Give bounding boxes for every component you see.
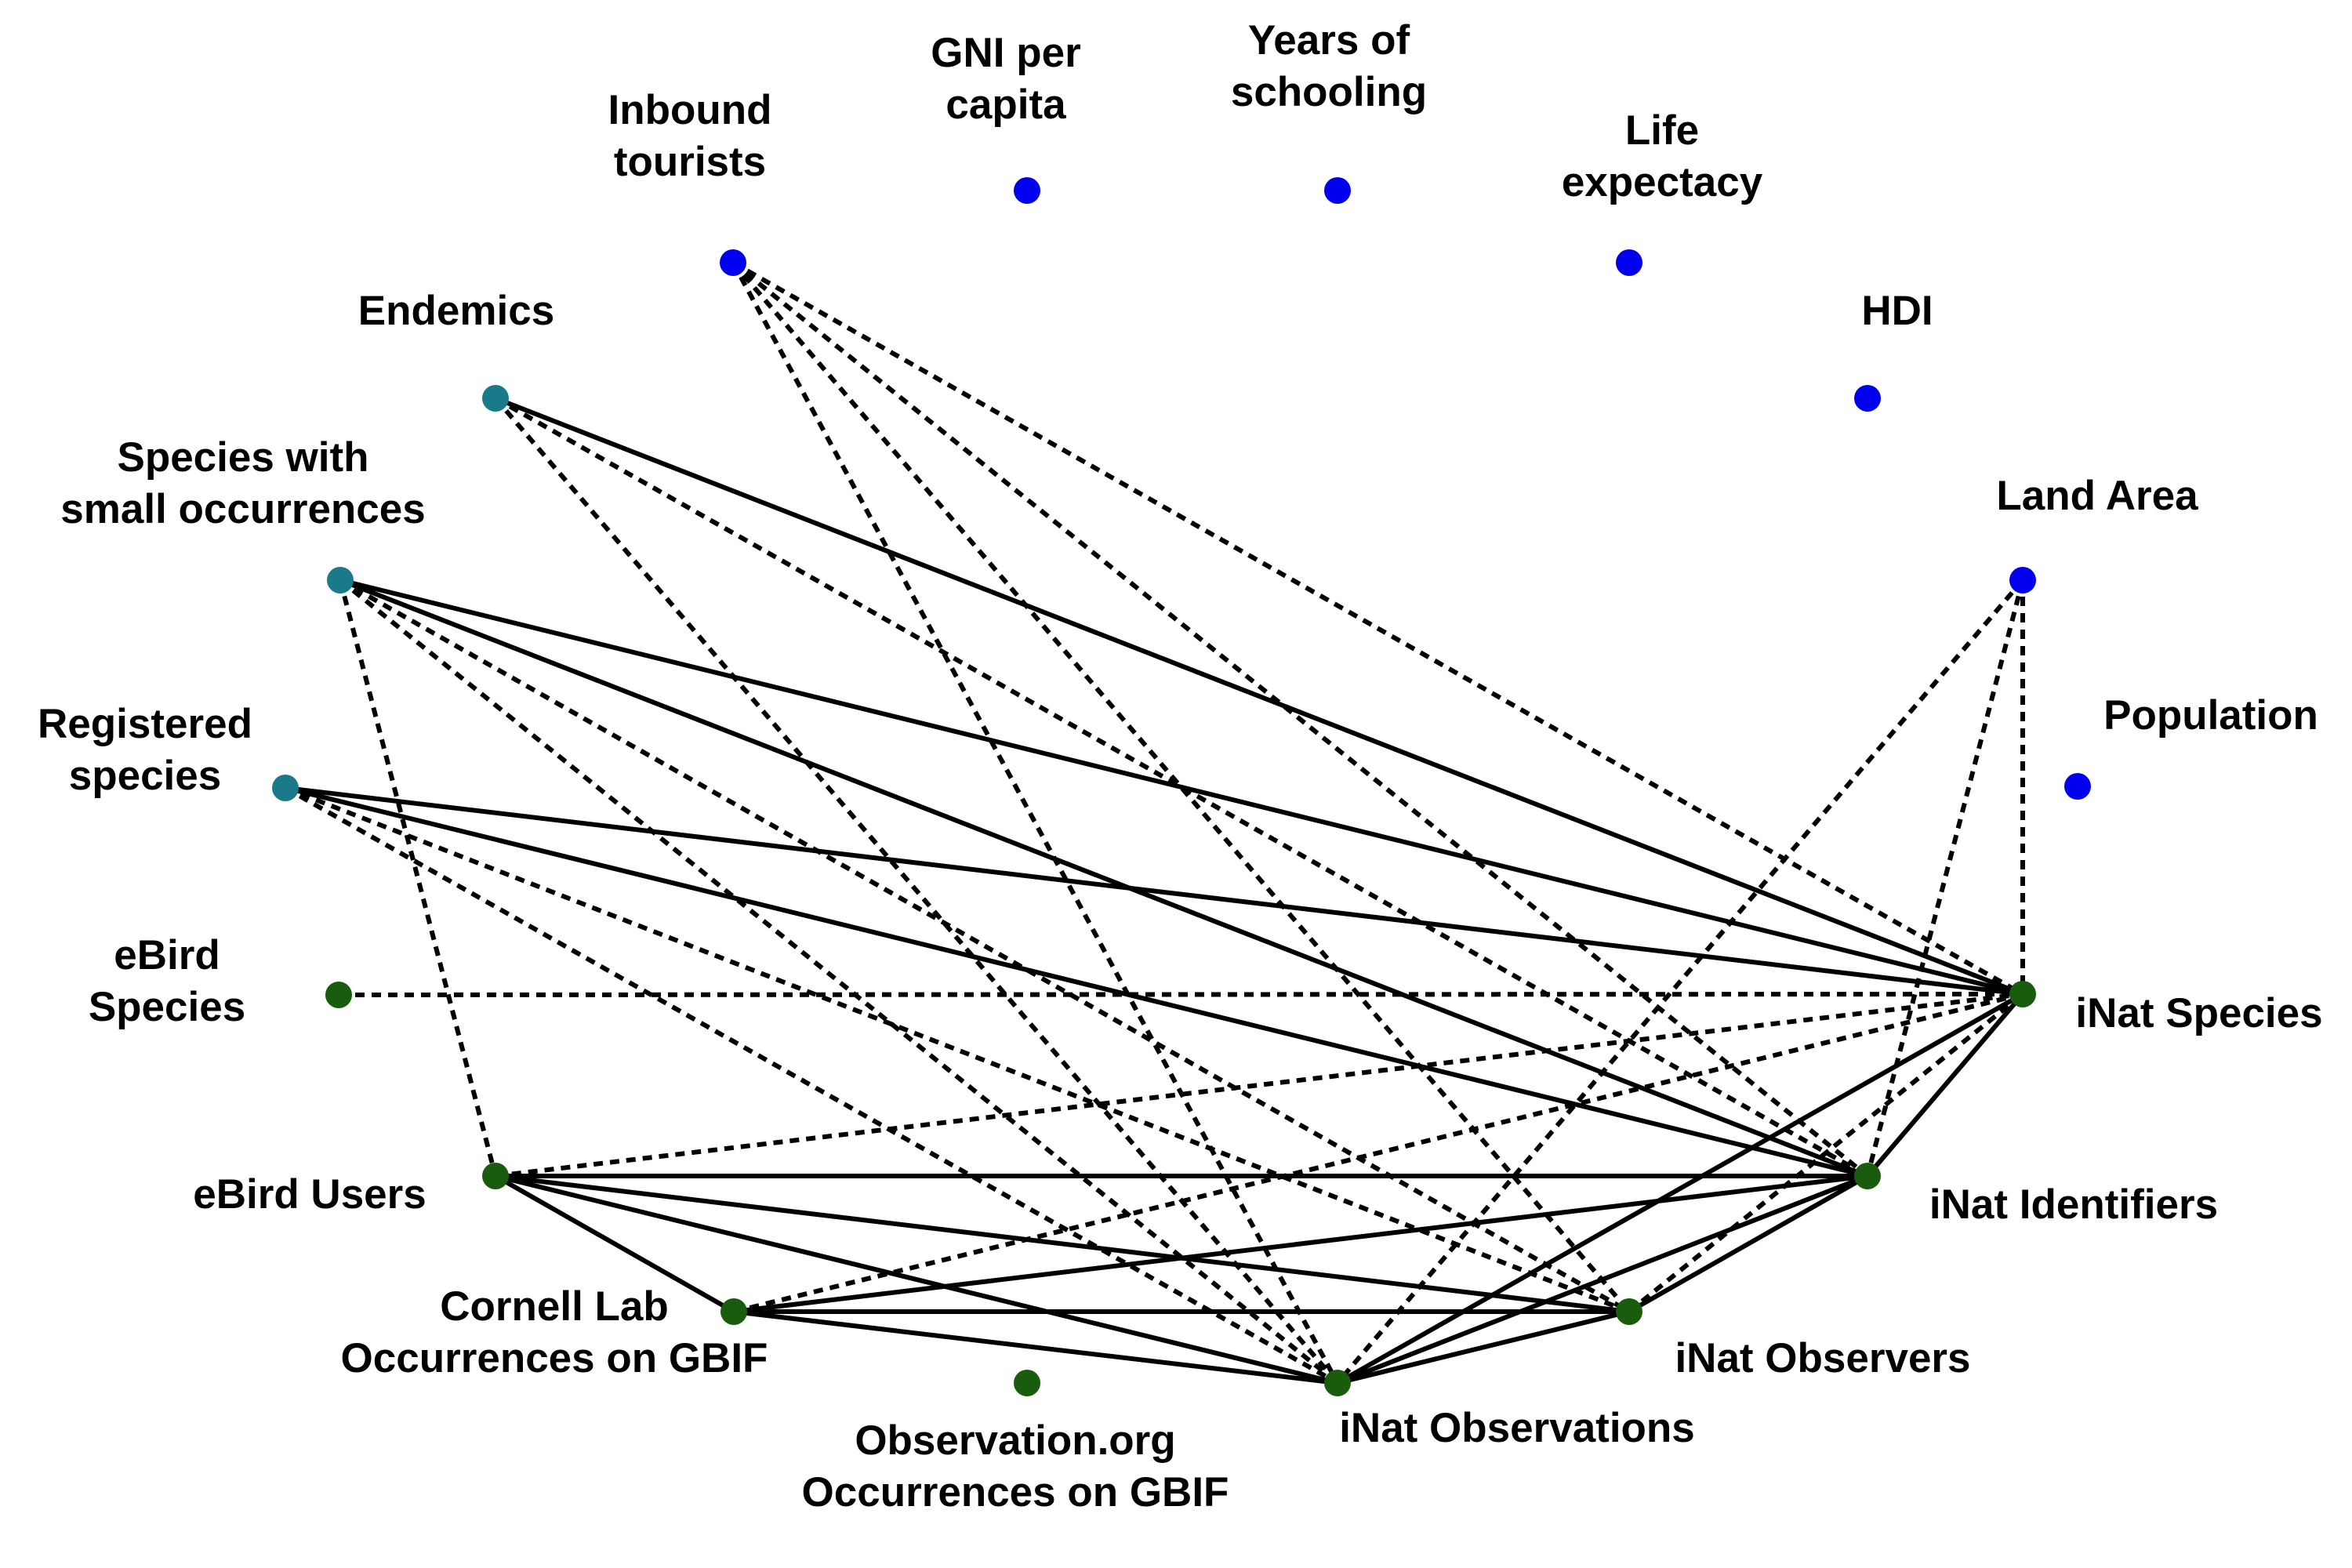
node-inat-species — [2009, 981, 2036, 1007]
node-label-line: iNat Identifiers — [1929, 1181, 2218, 1228]
node-inbound-tourists — [720, 249, 746, 276]
node-label-land: Land Area — [1996, 473, 2198, 519]
edge-dashed-ebird_users-to-inat_species — [495, 992, 2024, 1178]
edge-solid-cornell-to-inat_observations — [733, 1309, 1338, 1385]
node-label-inbound-tourists: Inbound tourists — [608, 87, 772, 185]
node-label-inat-identifiers: iNat Identifiers — [1929, 1181, 2218, 1228]
node-inat-observers — [1616, 1298, 1642, 1325]
nodes-layer — [272, 177, 2091, 1396]
edge-solid-inat_identifiers-to-inat_species — [1865, 993, 2025, 1178]
node-label-line: HDI — [1861, 288, 1933, 334]
node-label-line: Species — [89, 984, 245, 1030]
node-label-line: species — [69, 753, 221, 799]
node-schooling — [1324, 177, 1351, 204]
edge-solid-small_occ-to-inat_species — [339, 578, 2024, 996]
node-label-cornell: Cornell Lab Occurrences on GBIF — [341, 1283, 768, 1381]
node-inat-identifiers — [1854, 1163, 1881, 1189]
node-endemics — [482, 385, 509, 412]
node-label-line: schooling — [1231, 69, 1427, 115]
node-label-gni: GNI per capita — [931, 30, 1080, 128]
node-label-line: iNat Species — [2075, 990, 2322, 1036]
node-cornell — [720, 1298, 747, 1325]
node-label-schooling: Years of schooling — [1231, 17, 1427, 115]
node-observation-org — [1014, 1370, 1040, 1396]
edge-dashed-small_occ-to-ebird_users — [338, 579, 498, 1177]
node-label-line: eBird Users — [193, 1171, 426, 1218]
node-label-line: Years of — [1248, 17, 1410, 64]
node-label-endemics: Endemics — [358, 288, 554, 334]
node-label-line: Life — [1625, 107, 1699, 154]
node-small-occ — [327, 567, 354, 593]
edge-dashed-endemics-to-inat_observations — [493, 397, 1340, 1385]
node-ebird-users — [482, 1163, 509, 1189]
edge-solid-inat_observations-to-inat_species — [1336, 992, 2024, 1385]
edge-dashed-cornell-to-inat_species — [733, 992, 2024, 1314]
edge-dashed-small_occ-to-inat_observers — [339, 578, 1631, 1314]
edge-dashed-inat_observers-to-inat_species — [1628, 992, 2024, 1314]
node-label-ebird-users: eBird Users — [193, 1171, 426, 1218]
node-label-line: eBird — [114, 932, 220, 978]
node-hdi — [1854, 385, 1881, 412]
node-label-line: iNat Observers — [1675, 1335, 1970, 1381]
node-label-line: Population — [2103, 692, 2318, 739]
node-registered — [272, 775, 299, 801]
node-land — [2009, 567, 2036, 593]
edge-dashed-inbound_tourists-to-inat_species — [731, 260, 2024, 996]
node-label-registered: Registered species — [38, 701, 252, 799]
node-label-hdi: HDI — [1861, 288, 1933, 334]
node-label-line: Registered — [38, 701, 252, 747]
labels-layer: Inbound tourists GNI per capita Years of scho… — [38, 17, 2323, 1515]
node-label-line: Inbound — [608, 87, 772, 133]
edge-solid-inat_observers-to-inat_identifiers — [1628, 1174, 1869, 1314]
edge-dashed-registered-to-inat_observations — [284, 786, 1339, 1385]
edges-layer — [284, 260, 2025, 1385]
edge-solid-registered-to-inat_identifiers — [285, 786, 1868, 1178]
node-label-inat-species: iNat Species — [2075, 990, 2322, 1036]
edge-dashed-land-to-inat_observations — [1335, 579, 2025, 1385]
edge-solid-ebird_users-to-cornell — [494, 1174, 735, 1314]
node-population — [2064, 773, 2091, 800]
node-label-line: Land Area — [1996, 473, 2198, 519]
node-label-small-occ: Species with small occurrences — [60, 434, 425, 532]
node-label-line: GNI per — [931, 30, 1080, 76]
node-label-line: Observation.org — [855, 1417, 1175, 1464]
edge-solid-cornell-to-inat_identifiers — [733, 1174, 1868, 1314]
node-label-line: tourists — [614, 139, 766, 185]
node-gni — [1014, 177, 1040, 204]
node-label-observation-org: Observation.org Occurrences on GBIF — [802, 1417, 1229, 1515]
edge-dashed-inbound_tourists-to-inat_observations — [731, 261, 1340, 1385]
node-label-line: iNat Observations — [1339, 1405, 1695, 1451]
node-inat-observations — [1324, 1370, 1351, 1396]
node-life — [1616, 249, 1642, 276]
edge-solid-registered-to-inat_species — [285, 786, 2024, 996]
edge-solid-ebird_users-to-inat_observations — [495, 1174, 1338, 1385]
node-label-line: Occurrences on GBIF — [802, 1469, 1229, 1515]
node-label-line: Cornell Lab — [440, 1283, 669, 1330]
node-label-inat-observers: iNat Observers — [1675, 1335, 1970, 1381]
node-label-line: Species with — [117, 434, 368, 481]
node-label-line: Endemics — [358, 288, 554, 334]
edge-solid-ebird_users-to-inat_observers — [495, 1174, 1630, 1314]
node-label-line: expectacy — [1562, 159, 1763, 205]
node-label-ebird-species: eBird Species — [89, 932, 245, 1030]
node-label-inat-observations: iNat Observations — [1339, 1405, 1695, 1451]
edge-solid-small_occ-to-inat_identifiers — [339, 578, 1869, 1178]
edge-dashed-land-to-inat_identifiers — [1865, 579, 2025, 1177]
edge-solid-endemics-to-inat_species — [494, 396, 2024, 996]
node-label-line: Occurrences on GBIF — [341, 1335, 768, 1381]
node-ebird-species — [325, 982, 352, 1008]
node-label-life: Life expectacy — [1562, 107, 1763, 205]
edge-dashed-ebird_species-to-inat_species — [338, 992, 2024, 997]
node-label-population: Population — [2103, 692, 2318, 739]
edge-solid-inat_observations-to-inat_observers — [1337, 1309, 1630, 1385]
node-label-line: capita — [946, 82, 1066, 128]
edge-dashed-inbound_tourists-to-inat_identifiers — [731, 260, 1869, 1178]
node-label-line: small occurrences — [60, 486, 425, 532]
